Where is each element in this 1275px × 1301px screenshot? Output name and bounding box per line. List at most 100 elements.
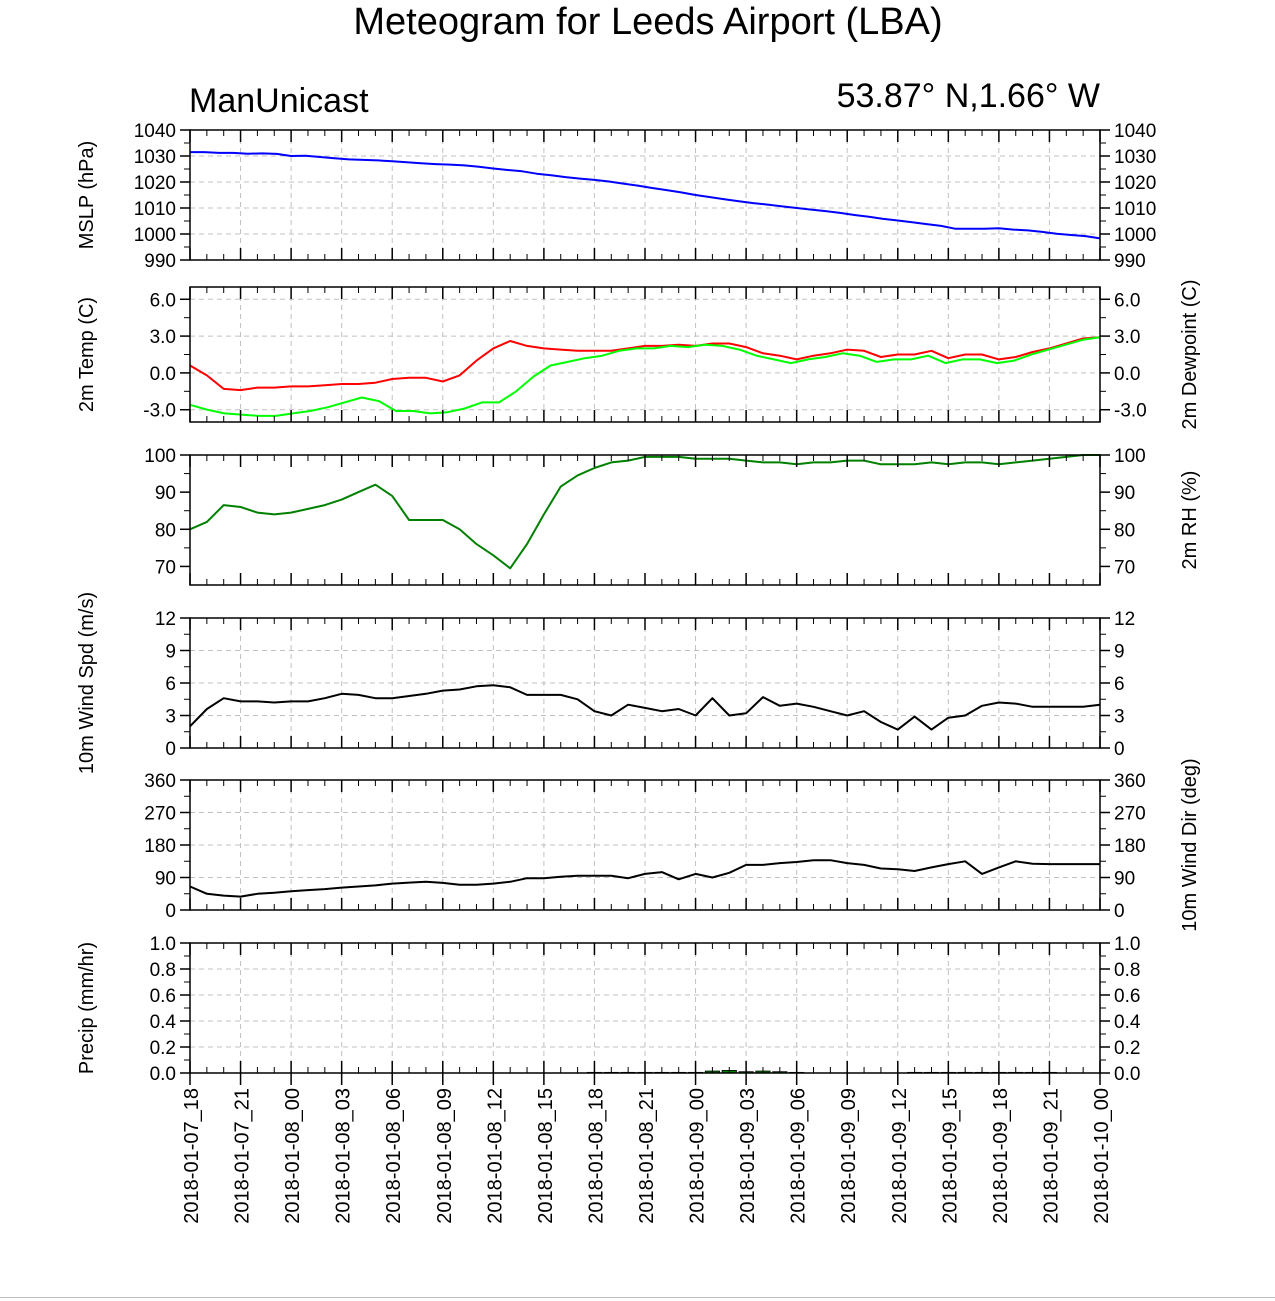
- x-tick-label: 2018-01-08_18: [585, 1088, 607, 1224]
- y-tick-label: 1040: [134, 121, 176, 142]
- x-tick-label: 2018-01-09_00: [687, 1088, 709, 1224]
- y-tick-label: 0.2: [1114, 1038, 1140, 1059]
- y-tick-label: 12: [1114, 609, 1135, 630]
- y-tick-label: 80: [1114, 520, 1135, 541]
- y-tick-label: 1010: [1114, 199, 1156, 220]
- y-tick-label: 0.0: [1114, 1064, 1140, 1085]
- panel-5: 0 0 90 90 180 180 270 270 360 360 10m Wind Dir (de…: [144, 758, 1201, 931]
- y-tick-label: 1030: [1114, 147, 1156, 168]
- y-axis-label-right: 2m Dewpoint (C): [1179, 279, 1201, 429]
- y-tick-label: 1010: [134, 199, 176, 220]
- y-tick-label: 9: [165, 642, 176, 663]
- y-tick-label: 0.0: [1114, 364, 1140, 385]
- y-tick-label: 0: [165, 901, 176, 922]
- y-tick-label: 70: [155, 557, 176, 578]
- panel-1: 990 990 1000 1000 1010 1010 1020 1020 1030 1030 10…: [76, 121, 1156, 272]
- y-tick-label: 100: [1114, 446, 1146, 467]
- y-tick-label: 1020: [1114, 173, 1156, 194]
- series-line-mslp: [190, 151, 1101, 240]
- y-tick-label: 1.0: [150, 934, 176, 955]
- y-tick-label: 90: [1114, 483, 1135, 504]
- series-line-rh: [189, 454, 1100, 570]
- panel-3: 70 70 80 80 90 90 100 100 2m RH (%): [144, 446, 1201, 586]
- y-tick-label: 1040: [1114, 121, 1156, 142]
- y-tick-label: 0.0: [150, 364, 176, 385]
- panel-4: 0 0 3 3 6 6 9 9 12 12 10m Wind Spd (m/s): [76, 592, 1135, 774]
- y-tick-label: 1000: [1114, 225, 1156, 246]
- y-tick-label: 90: [1114, 869, 1135, 890]
- y-tick-label: 1030: [134, 147, 176, 168]
- series-line-wind: [189, 859, 1100, 898]
- y-axis-label: Precip (mm/hr): [76, 942, 98, 1074]
- model-label: ManUnicast: [189, 82, 369, 120]
- y-tick-label: 12: [155, 609, 176, 630]
- y-tick-label: 990: [144, 251, 176, 272]
- y-tick-label: 0.4: [150, 1012, 177, 1033]
- y-tick-label: 0.6: [150, 986, 176, 1007]
- location-coordinates: 53.87° N,1.66° W: [837, 77, 1100, 115]
- y-tick-label: 1.0: [1114, 934, 1140, 955]
- window-bottom-border: [0, 1297, 1275, 1298]
- y-tick-label: 180: [1114, 836, 1146, 857]
- y-tick-label: 270: [1114, 804, 1146, 825]
- y-tick-label: 3.0: [150, 327, 176, 348]
- y-tick-label: 0: [1114, 739, 1125, 760]
- y-axis-label: MSLP (hPa): [76, 141, 98, 250]
- y-tick-label: 3: [165, 707, 176, 728]
- x-tick-label: 2018-01-07_21: [232, 1088, 254, 1224]
- y-tick-label: 70: [1114, 557, 1135, 578]
- x-tick-label: 2018-01-09_12: [889, 1088, 911, 1224]
- y-tick-label: 990: [1114, 251, 1146, 272]
- y-tick-label: -3.0: [143, 401, 176, 422]
- y-tick-label: 6.0: [1114, 290, 1140, 311]
- x-tick-label: 2018-01-10_00: [1091, 1088, 1113, 1224]
- y-tick-label: 3: [1114, 707, 1125, 728]
- x-tick-label: 2018-01-09_15: [939, 1088, 961, 1224]
- x-tick-label: 2018-01-09_21: [1040, 1088, 1062, 1224]
- y-tick-label: 90: [155, 483, 176, 504]
- y-tick-label: 80: [155, 520, 176, 541]
- panel-6: 0.0 0.0 0.2 0.2 0.4 0.4 0.6 0.6 0.8 0.8 1.0 1.0 Prec…: [76, 934, 1141, 1085]
- panel-2: -3.0 -3.0 0.0 0.0 3.0 3.0 6.0 6.0 2m Temp (C) 2m …: [76, 279, 1201, 429]
- y-tick-label: 0.4: [1114, 1012, 1141, 1033]
- x-tick-label: 2018-01-08_21: [636, 1088, 658, 1224]
- y-tick-label: 1020: [134, 173, 176, 194]
- y-axis-label: 10m Wind Spd (m/s): [76, 592, 98, 774]
- y-tick-label: 6: [1114, 674, 1125, 695]
- series-line-dewpoint: [189, 336, 1101, 417]
- y-axis-label: 2m Temp (C): [76, 297, 98, 412]
- y-tick-label: 270: [144, 804, 176, 825]
- x-tick-label: 2018-01-08_15: [535, 1088, 557, 1224]
- y-tick-label: -3.0: [1114, 401, 1147, 422]
- x-tick-label: 2018-01-08_06: [383, 1088, 405, 1224]
- y-tick-label: 180: [144, 836, 176, 857]
- y-tick-label: 0.6: [1114, 986, 1140, 1007]
- x-tick-label: 2018-01-09_18: [990, 1088, 1012, 1224]
- x-tick-label: 2018-01-08_12: [484, 1088, 506, 1224]
- panel-frame: [189, 454, 1101, 586]
- x-tick-label: 2018-01-08_03: [333, 1088, 355, 1224]
- x-tick-label: 2018-01-07_18: [181, 1088, 203, 1224]
- x-tick-label: 2018-01-09_03: [737, 1088, 759, 1224]
- y-tick-label: 90: [155, 869, 176, 890]
- y-tick-label: 0: [165, 739, 176, 760]
- y-tick-label: 3.0: [1114, 327, 1140, 348]
- x-tick-label: 2018-01-09_09: [838, 1088, 860, 1224]
- y-tick-label: 360: [144, 771, 176, 792]
- y-axis-label-right: 10m Wind Dir (deg): [1179, 758, 1201, 931]
- y-tick-label: 0.8: [1114, 960, 1140, 981]
- chart-title: Meteogram for Leeds Airport (LBA): [353, 1, 942, 43]
- series-line-temp: [189, 336, 1101, 392]
- y-tick-label: 0.8: [150, 960, 176, 981]
- x-tick-label: 2018-01-09_06: [788, 1088, 810, 1224]
- y-axis-label-right: 2m RH (%): [1179, 471, 1201, 570]
- x-tick-label: 2018-01-08_09: [434, 1088, 456, 1224]
- series-line-wind: [189, 684, 1101, 731]
- x-tick-label: 2018-01-08_00: [282, 1088, 304, 1224]
- y-tick-label: 0.2: [150, 1038, 176, 1059]
- y-tick-label: 360: [1114, 771, 1146, 792]
- y-tick-label: 6.0: [150, 290, 176, 311]
- y-tick-label: 1000: [134, 225, 176, 246]
